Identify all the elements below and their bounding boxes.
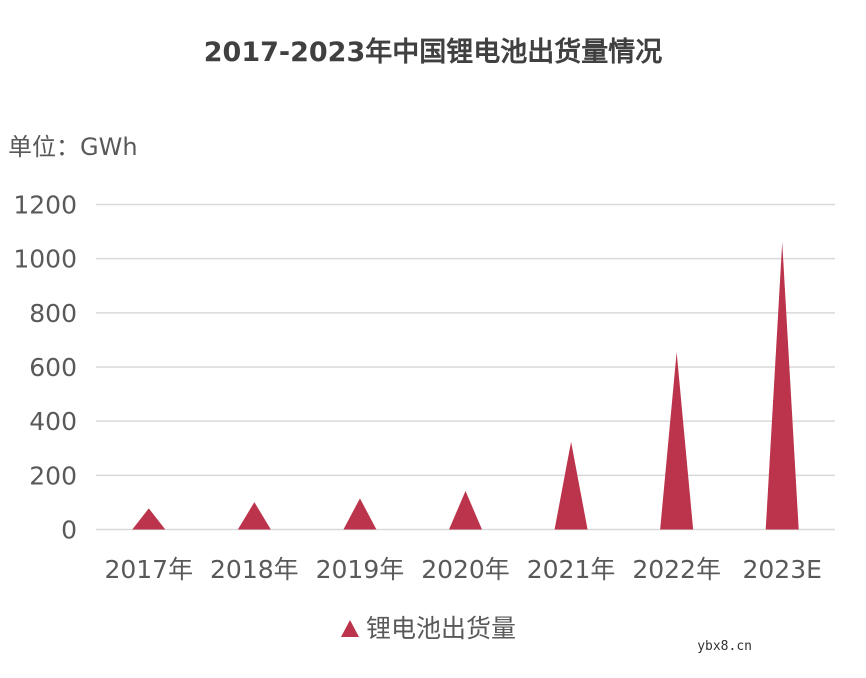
x-tick-label: 2023E [743,555,822,584]
triangle-bar [343,498,377,530]
x-tick-label: 2018年 [210,555,299,584]
triangle-bar [449,491,482,530]
legend-marker-icon [341,620,359,637]
watermark: ybx8.cn [697,639,752,654]
triangle-bar [237,502,271,530]
triangle-bar [554,441,588,530]
x-tick-label: 2020年 [421,555,510,584]
x-tick-label: 2022年 [632,555,721,584]
y-tick-label: 1200 [13,191,77,220]
y-tick-label: 0 [61,516,77,545]
triangle-bar [132,508,166,530]
chart-title: 2017-2023年中国锂电池出货量情况 [203,37,663,68]
y-tick-label: 400 [29,407,77,436]
y-tick-label: 200 [29,461,77,490]
x-tick-label: 2017年 [104,555,193,584]
x-tick-label: 2019年 [316,555,405,584]
y-tick-label: 600 [29,353,77,382]
legend-label: 锂电池出货量 [366,614,516,643]
y-tick-label: 1000 [13,245,77,274]
triangle-bar [660,352,694,530]
triangle-bar [765,242,799,530]
unit-label: 单位：GWh [8,133,138,161]
x-tick-label: 2021年 [527,555,616,584]
y-tick-label: 800 [29,299,77,328]
